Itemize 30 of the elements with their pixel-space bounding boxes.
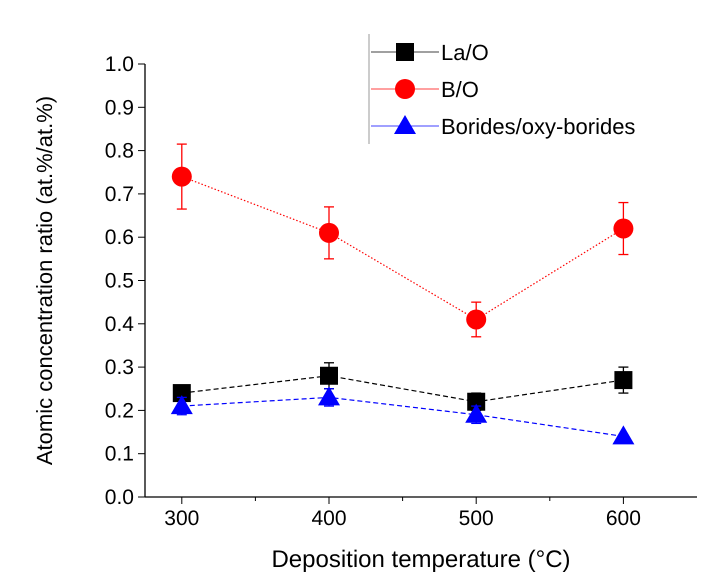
y-tick-label: 0.0 [104,486,134,509]
point [614,371,632,390]
y-tick-label: 0.3 [104,356,134,380]
y-tick-label: 0.4 [104,312,134,336]
point [172,166,192,187]
y-tick-label: 0.5 [104,270,134,292]
point [320,366,338,385]
point [466,309,486,330]
x-tick-label: 300 [164,507,200,530]
x-tick-label: 500 [458,507,494,530]
y-tick-label: 0.7 [104,182,134,206]
point [612,425,634,444]
y-tick-label: 0.1 [104,442,134,466]
legend-label: La/O [441,40,489,65]
x-axis-title: Deposition temperature (°C) [271,546,571,573]
point [613,218,634,239]
y-tick-label: 0.6 [104,226,134,250]
y-tick-label: 1.0 [104,53,134,76]
y-tick-label: 0.8 [104,140,134,163]
y-tick-label: 0.9 [104,96,134,120]
y-tick-label: 0.2 [104,399,134,422]
point [465,404,488,423]
x-tick-label: 400 [311,507,347,530]
point [318,386,340,406]
legend-label: Borides/oxy-borides [441,114,636,139]
x-tick-label: 600 [606,507,641,530]
point [170,395,193,414]
legend-label: B/O [441,77,479,102]
point [319,222,339,243]
y-axis-title: Atomic concentration ratio (at.%/at.%) [32,96,57,466]
